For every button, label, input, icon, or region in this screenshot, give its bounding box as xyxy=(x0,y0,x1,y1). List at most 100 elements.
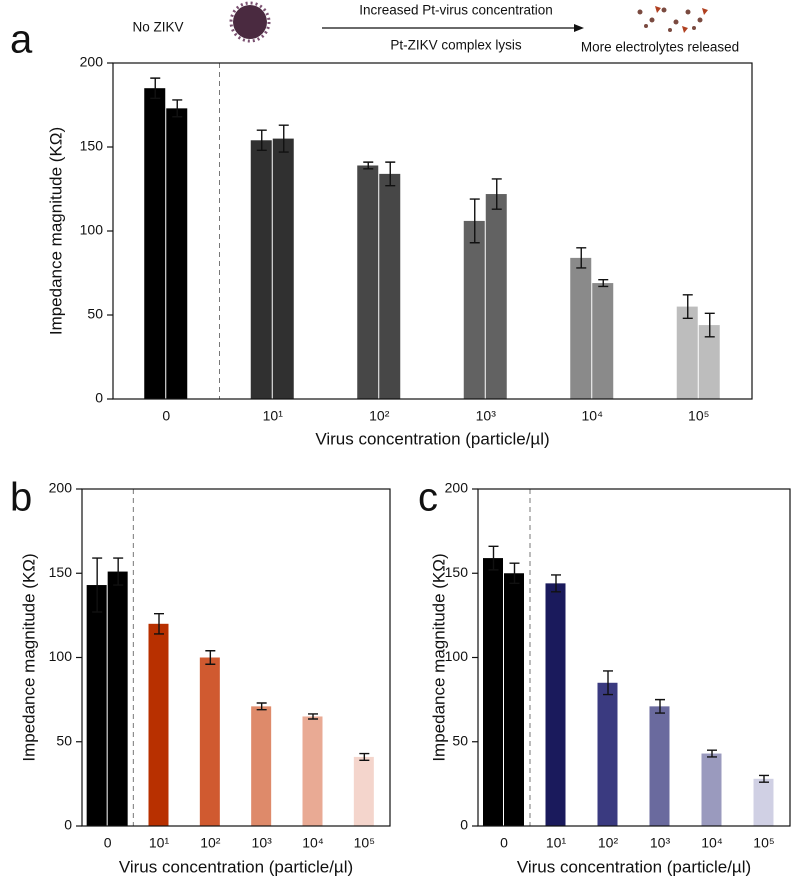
x-tick-label: 10⁵ xyxy=(753,835,774,851)
bar xyxy=(302,716,323,826)
x-axis-label: Virus concentration (particle/µl) xyxy=(119,857,353,876)
x-tick-label: 10⁵ xyxy=(354,835,375,851)
y-axis-label: Impedance magnitude (KΩ) xyxy=(19,553,38,761)
virus-icon xyxy=(233,5,267,39)
y-tick-label: 200 xyxy=(445,480,469,496)
x-tick-label: 0 xyxy=(162,408,170,424)
error-bar xyxy=(704,312,715,338)
y-tick-label: 100 xyxy=(49,648,73,664)
plot-frame xyxy=(477,488,791,827)
y-tick-label: 200 xyxy=(49,480,73,496)
electrolytes xyxy=(637,6,708,33)
y-tick-label: 150 xyxy=(445,564,469,580)
y-tick-label: 150 xyxy=(80,138,104,154)
bar xyxy=(570,257,592,399)
error-bar xyxy=(707,749,717,758)
y-tick-label: 200 xyxy=(80,54,104,70)
virus-spikes xyxy=(229,1,271,43)
error-bar xyxy=(488,545,499,571)
annotation: Pt-ZIKV complex lysis xyxy=(390,38,522,53)
bar xyxy=(357,165,379,399)
x-tick-label: 10² xyxy=(369,408,390,424)
bar xyxy=(166,108,188,400)
error-bar xyxy=(509,562,520,585)
y-axis-label: Impedance magnitude (KΩ) xyxy=(429,553,448,761)
bar xyxy=(649,706,670,826)
x-tick-label: 0 xyxy=(500,835,508,851)
plot-frame xyxy=(112,62,753,400)
error-bar xyxy=(359,752,370,761)
bar xyxy=(250,140,272,399)
bar xyxy=(107,571,128,826)
bar xyxy=(144,88,166,399)
bar xyxy=(379,173,401,399)
bar xyxy=(597,682,618,826)
y-tick-label: 100 xyxy=(445,648,469,664)
x-tick-label: 10⁵ xyxy=(688,408,709,424)
error-bar xyxy=(256,702,267,711)
x-tick-label: 10³ xyxy=(476,408,497,424)
error-bar xyxy=(551,574,561,593)
y-tick-label: 0 xyxy=(460,817,468,833)
error-bar xyxy=(603,670,613,696)
bar xyxy=(199,657,220,826)
bar xyxy=(272,138,294,399)
panel-label: a xyxy=(10,18,33,62)
bar xyxy=(463,220,485,399)
x-tick-label: 10⁴ xyxy=(302,835,324,851)
bar xyxy=(753,778,774,826)
error-bar xyxy=(172,99,183,118)
error-bar xyxy=(576,247,587,269)
y-axis-label: Impedance magnitude (KΩ) xyxy=(46,127,65,335)
bar xyxy=(353,756,374,826)
x-tick-label: 10² xyxy=(200,835,221,851)
bar xyxy=(251,706,272,826)
x-tick-label: 10¹ xyxy=(546,835,567,851)
error-bar xyxy=(385,161,396,187)
error-bar xyxy=(308,713,318,720)
error-bar xyxy=(759,774,769,783)
y-tick-label: 0 xyxy=(95,390,103,406)
bar xyxy=(676,306,698,399)
x-tick-label: 10¹ xyxy=(149,835,170,851)
annotation: No ZIKV xyxy=(132,20,183,35)
error-bar xyxy=(655,698,665,714)
error-bar xyxy=(113,557,124,586)
error-bar xyxy=(278,124,289,153)
error-bar xyxy=(154,612,164,635)
bar xyxy=(545,583,566,826)
arrow-head xyxy=(574,24,584,32)
y-tick-label: 0 xyxy=(64,817,72,833)
error-bar xyxy=(150,77,161,99)
error-bar xyxy=(205,650,216,665)
panel-label: c xyxy=(418,476,438,520)
error-bar xyxy=(92,557,103,613)
y-tick-label: 50 xyxy=(87,306,103,322)
bar xyxy=(698,325,720,399)
annotation: Increased Pt-virus concentration xyxy=(359,3,553,18)
bar xyxy=(504,573,524,826)
illustration xyxy=(229,1,708,43)
annotation: More electrolytes released xyxy=(581,40,739,55)
error-bar xyxy=(363,161,374,170)
y-tick-label: 100 xyxy=(80,222,104,238)
bar xyxy=(701,753,722,826)
bar xyxy=(483,558,503,826)
x-tick-label: 10³ xyxy=(252,835,273,851)
y-tick-label: 150 xyxy=(49,564,73,580)
x-tick-label: 0 xyxy=(104,835,112,851)
y-tick-label: 50 xyxy=(56,732,72,748)
x-tick-label: 10⁴ xyxy=(701,835,723,851)
x-tick-label: 10⁴ xyxy=(581,408,603,424)
bar xyxy=(148,623,169,826)
plot-frame xyxy=(81,488,391,827)
error-bar xyxy=(256,129,267,152)
y-tick-label: 50 xyxy=(452,732,468,748)
error-bar xyxy=(598,279,609,288)
error-bar xyxy=(491,178,502,210)
x-tick-label: 10³ xyxy=(650,835,671,851)
x-tick-label: 10¹ xyxy=(263,408,284,424)
x-axis-label: Virus concentration (particle/µl) xyxy=(315,429,549,448)
x-axis-label: Virus concentration (particle/µl) xyxy=(517,857,751,876)
